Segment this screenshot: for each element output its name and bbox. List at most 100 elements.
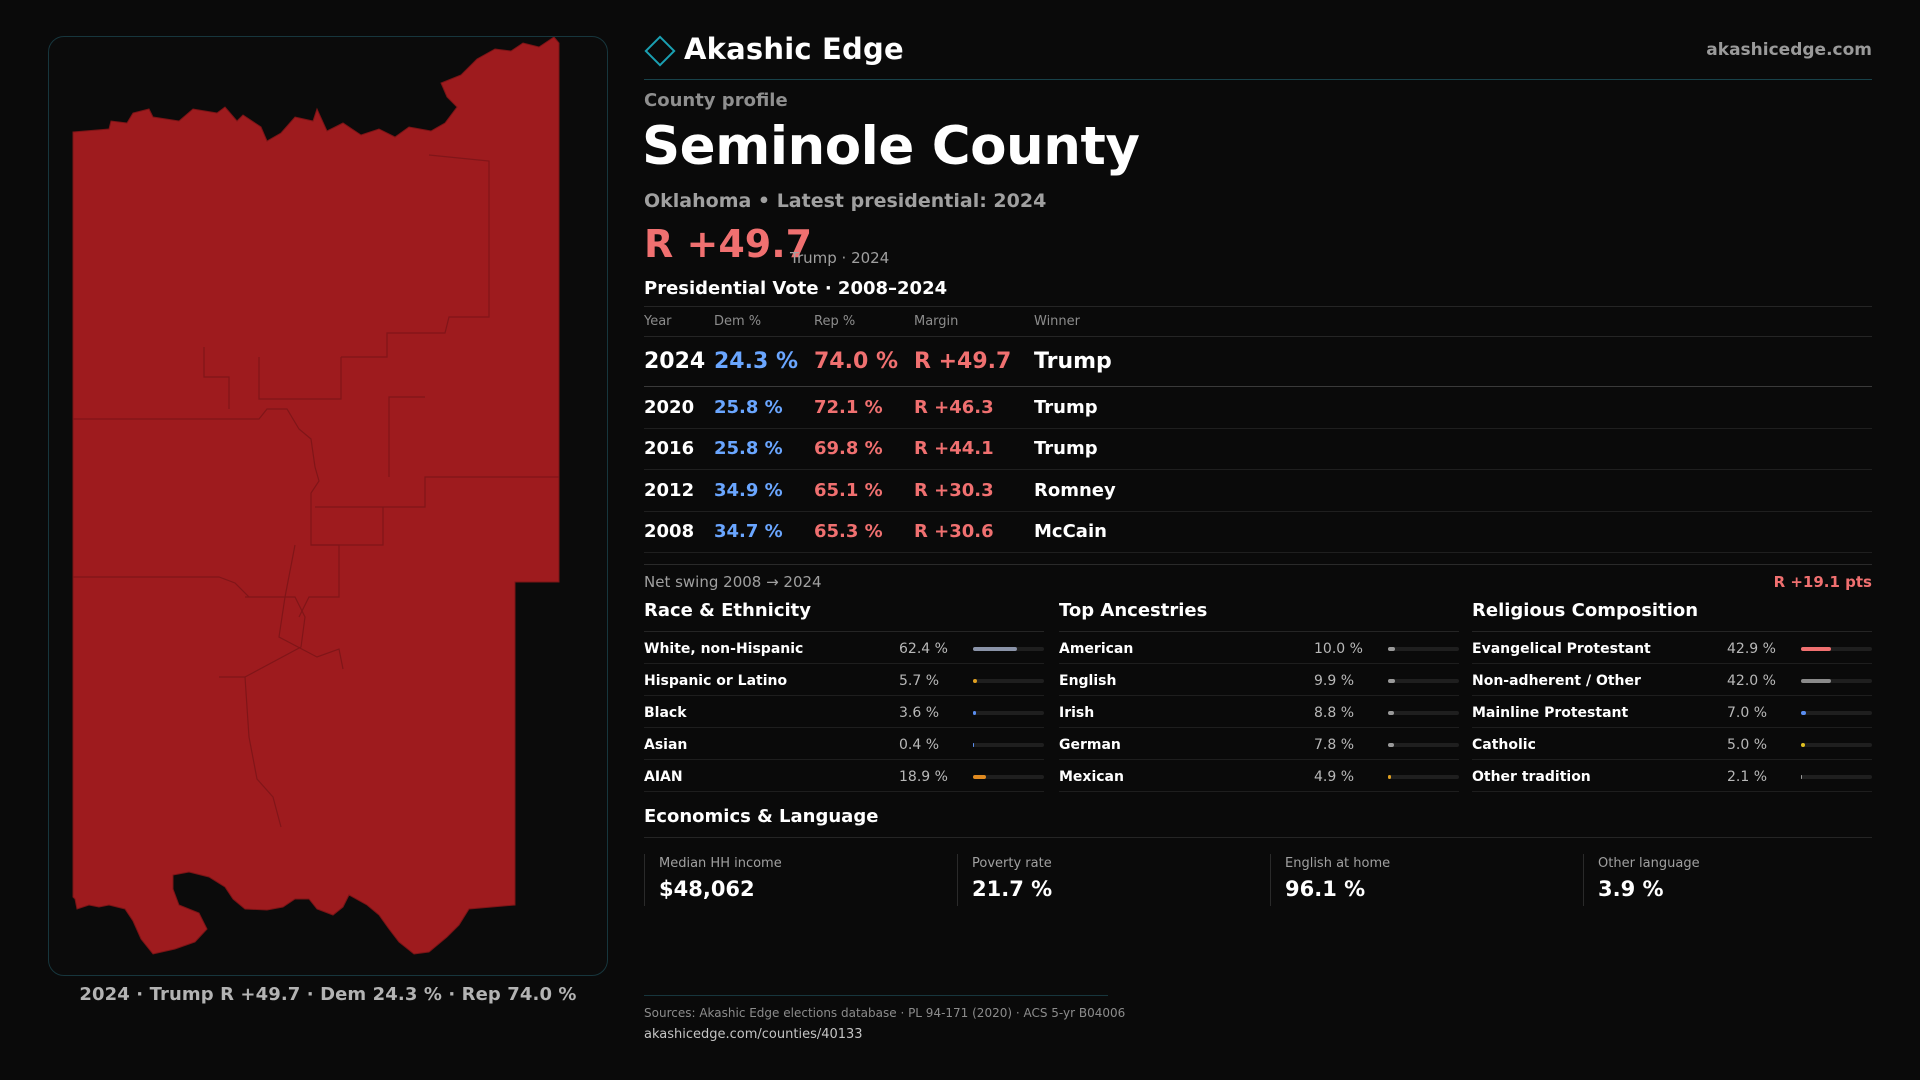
econ-label: Median HH income (659, 856, 782, 871)
col-margin-header: Margin (914, 314, 959, 329)
stat-bar-fill (1801, 743, 1805, 747)
stat-value: 42.0 % (1727, 673, 1776, 689)
cell-rep: 65.3 % (814, 521, 883, 543)
race-section: Race & Ethnicity White, non-Hispanic 62.… (644, 600, 1044, 792)
stat-bar-fill (1388, 775, 1392, 779)
stat-value: 8.8 % (1314, 705, 1355, 721)
table-row: 2008 34.7 % 65.3 % R +30.6 McCain (644, 512, 1872, 553)
religion-title: Religious Composition (1472, 600, 1872, 632)
table-row: 2012 34.9 % 65.1 % R +30.3 Romney (644, 470, 1872, 512)
stat-label: AIAN (644, 769, 683, 785)
stat-bar (973, 775, 1044, 779)
econ-value: $48,062 (659, 877, 755, 901)
stat-value: 3.6 % (899, 705, 940, 721)
page-eyebrow: County profile (644, 90, 788, 111)
stat-row: Non-adherent / Other 42.0 % (1472, 664, 1872, 696)
econ-label: English at home (1285, 856, 1391, 871)
stat-label: German (1059, 737, 1121, 753)
econ-card-english: English at home 96.1 % (1270, 854, 1560, 906)
stat-label: English (1059, 673, 1117, 689)
stat-label: American (1059, 641, 1134, 657)
stat-bar-fill (1388, 711, 1395, 715)
stat-label: White, non-Hispanic (644, 641, 804, 657)
religion-section: Religious Composition Evangelical Protes… (1472, 600, 1872, 792)
stat-row: Black 3.6 % (644, 696, 1044, 728)
stat-bar (1801, 711, 1872, 715)
map-caption: 2024 · Trump R +49.7 · Dem 24.3 % · Rep … (79, 984, 577, 1005)
table-header: Year Dem % Rep % Margin Winner (644, 307, 1872, 337)
brand-name: Akashic Edge (684, 32, 904, 66)
site-link[interactable]: akashicedge.com (1706, 40, 1872, 60)
stat-row: Hispanic or Latino 5.7 % (644, 664, 1044, 696)
page-title: Seminole County (642, 116, 1140, 177)
stat-bar (1801, 743, 1872, 747)
stat-bar-fill (973, 711, 976, 715)
stat-label: Mexican (1059, 769, 1124, 785)
stat-label: Black (644, 705, 687, 721)
cell-margin: R +30.6 (914, 521, 994, 543)
stat-bar (1388, 743, 1459, 747)
cell-winner: Romney (1034, 479, 1116, 501)
stat-value: 10.0 % (1314, 641, 1363, 657)
stat-label: Mainline Protestant (1472, 705, 1629, 721)
cell-year: 2008 (644, 521, 695, 543)
cell-winner: McCain (1034, 521, 1107, 543)
econ-card-other-language: Other language 3.9 % (1583, 854, 1873, 906)
stat-bar (973, 711, 1044, 715)
stat-value: 7.8 % (1314, 737, 1355, 753)
econ-value: 96.1 % (1285, 877, 1366, 901)
footer-url[interactable]: akashicedge.com/counties/40133 (644, 1027, 863, 1042)
cell-dem: 24.3 % (714, 349, 798, 374)
cell-rep: 74.0 % (814, 349, 898, 374)
footer-sources: Sources: Akashic Edge elections database… (644, 1006, 1126, 1020)
stat-row: AIAN 18.9 % (644, 760, 1044, 792)
table-row: 2024 24.3 % 74.0 % R +49.7 Trump (644, 337, 1872, 387)
cell-rep: 72.1 % (814, 396, 883, 418)
stat-bar-fill (1801, 775, 1803, 779)
cell-winner: Trump (1034, 438, 1098, 460)
county-map (72, 37, 560, 955)
stat-bar (1388, 679, 1459, 683)
stat-bar-fill (973, 679, 978, 683)
stat-bar-fill (973, 775, 987, 779)
ancestry-title: Top Ancestries (1059, 600, 1459, 632)
stat-bar (973, 679, 1044, 683)
county-map-panel (48, 36, 608, 976)
stat-bar-fill (973, 647, 1018, 651)
stat-row: White, non-Hispanic 62.4 % (644, 632, 1044, 664)
cell-year: 2012 (644, 479, 695, 501)
cell-winner: Trump (1034, 396, 1098, 418)
net-swing-label: Net swing 2008 → 2024 (644, 573, 822, 591)
cell-margin: R +46.3 (914, 396, 994, 418)
vote-table: Year Dem % Rep % Margin Winner 2024 24.3… (644, 306, 1872, 553)
stat-bar-fill (1388, 679, 1396, 683)
stat-label: Asian (644, 737, 688, 753)
econ-card-income: Median HH income $48,062 (644, 854, 934, 906)
stat-value: 42.9 % (1727, 641, 1776, 657)
econ-card-poverty: Poverty rate 21.7 % (957, 854, 1247, 906)
stat-bar (973, 743, 1044, 747)
stat-row: English 9.9 % (1059, 664, 1459, 696)
brand[interactable]: Akashic Edge (644, 32, 904, 66)
stat-row: Irish 8.8 % (1059, 696, 1459, 728)
footer-divider (644, 995, 1108, 996)
col-dem-header: Dem % (714, 314, 762, 329)
table-row: 2016 25.8 % 69.8 % R +44.1 Trump (644, 429, 1872, 470)
cell-year: 2024 (644, 349, 706, 374)
cell-rep: 69.8 % (814, 438, 883, 460)
net-swing-divider (644, 564, 1872, 565)
cell-year: 2020 (644, 396, 695, 418)
county-shape (72, 37, 560, 955)
stat-row: Other tradition 2.1 % (1472, 760, 1872, 792)
econ-value: 3.9 % (1598, 877, 1664, 901)
stat-label: Other tradition (1472, 769, 1591, 785)
header-divider (644, 79, 1872, 80)
page-subtitle: Oklahoma • Latest presidential: 2024 (644, 190, 1047, 212)
stat-bar (1388, 711, 1459, 715)
stat-value: 5.7 % (899, 673, 940, 689)
stat-label: Evangelical Protestant (1472, 641, 1651, 657)
cell-margin: R +44.1 (914, 438, 994, 460)
econ-label: Other language (1598, 856, 1700, 871)
stat-value: 2.1 % (1727, 769, 1768, 785)
cell-dem: 34.7 % (714, 521, 783, 543)
